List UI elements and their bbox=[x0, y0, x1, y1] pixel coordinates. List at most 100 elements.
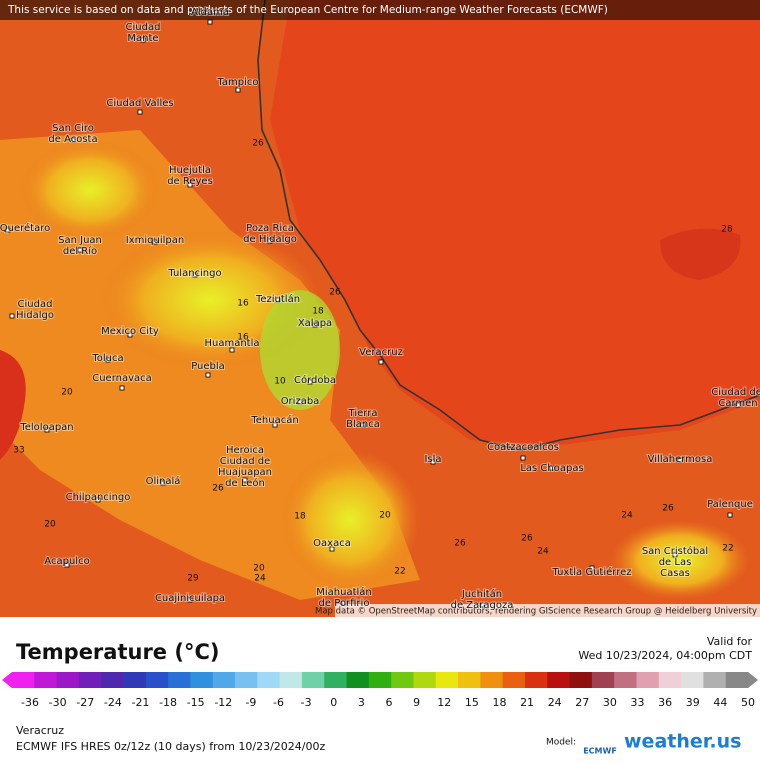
brand-logo[interactable]: weather.us bbox=[624, 731, 741, 753]
city-marker bbox=[341, 600, 347, 606]
color-step bbox=[413, 672, 437, 688]
footer: Veracruz ECMWF IFS HRES 0z/12z (10 days)… bbox=[16, 724, 741, 756]
city-label: de Las bbox=[659, 557, 692, 568]
model-logo: ECMWF bbox=[583, 747, 617, 756]
city-label: Tulancingo bbox=[167, 268, 221, 279]
contour-label: 26 bbox=[212, 484, 224, 494]
city-label: Querétaro bbox=[0, 222, 50, 234]
city-marker bbox=[9, 313, 15, 319]
city-marker bbox=[672, 552, 678, 558]
contour-label: 29 bbox=[187, 574, 199, 584]
cool-area bbox=[610, 520, 750, 600]
city-label: Veracruz bbox=[359, 347, 403, 358]
city-marker bbox=[44, 427, 50, 433]
city-label: Tuxtla Gutiérrez bbox=[551, 566, 631, 578]
city-marker bbox=[187, 597, 193, 603]
contour-label: 16 bbox=[237, 299, 249, 309]
city-label: Córdoba bbox=[294, 374, 336, 386]
color-step bbox=[235, 672, 258, 688]
city-marker bbox=[677, 457, 683, 463]
city-label: del Río bbox=[63, 245, 97, 257]
contour-label: 26 bbox=[252, 139, 264, 149]
warm-sea bbox=[660, 228, 741, 280]
city-marker bbox=[105, 357, 111, 363]
city-label: Villahermosa bbox=[648, 454, 713, 465]
city-label: Ciudad bbox=[126, 22, 161, 33]
color-step bbox=[123, 672, 147, 688]
legend-tick: 27 bbox=[575, 696, 589, 709]
model-label: Model: bbox=[546, 738, 576, 748]
city-marker bbox=[275, 297, 281, 303]
contour-label: 26 bbox=[662, 504, 674, 514]
color-step bbox=[145, 672, 169, 688]
color-step bbox=[279, 672, 303, 688]
legend-tick: 33 bbox=[631, 696, 645, 709]
city-label: Miahuatlán bbox=[316, 586, 372, 598]
city-marker bbox=[207, 19, 213, 25]
legend-tick: 6 bbox=[386, 696, 393, 709]
color-step bbox=[658, 672, 682, 688]
city-label: Teloloapan bbox=[19, 422, 73, 433]
banner: This service is based on data and produc… bbox=[7, 4, 608, 16]
city-marker bbox=[152, 239, 158, 245]
city-marker bbox=[137, 109, 143, 115]
city-marker bbox=[549, 465, 555, 471]
city-label: de Acosta bbox=[48, 134, 97, 145]
legend-tick: -36 bbox=[21, 696, 39, 709]
contour-label: 20 bbox=[61, 388, 73, 398]
color-step bbox=[703, 672, 727, 688]
contour-label: 18 bbox=[294, 512, 306, 522]
color-step bbox=[212, 672, 236, 688]
city-label: San Cristóbal bbox=[642, 545, 708, 557]
city-label: Isla bbox=[424, 454, 441, 465]
color-step bbox=[12, 672, 35, 688]
contour-label: 16 bbox=[237, 333, 249, 343]
city-label: Cuajinicuilapa bbox=[155, 593, 225, 604]
city-label: Mante bbox=[127, 33, 158, 44]
city-label: Carmen bbox=[718, 398, 757, 409]
city-label: Poza Rica bbox=[246, 223, 294, 234]
attribution-bg bbox=[335, 604, 760, 617]
contour-label: 28 bbox=[721, 225, 733, 235]
contour-label: 20 bbox=[253, 564, 265, 574]
color-step bbox=[324, 672, 348, 688]
color-step bbox=[458, 672, 481, 688]
legend-tick: -27 bbox=[76, 696, 94, 709]
city-label: Ciudad de bbox=[220, 456, 271, 467]
legend-tick: 3 bbox=[358, 696, 365, 709]
legend-tick: -21 bbox=[131, 696, 149, 709]
contour-label: 24 bbox=[537, 547, 549, 557]
city-label: Ciudad Valles bbox=[106, 98, 173, 109]
legend-title: Temperature (°C) bbox=[16, 640, 219, 664]
color-step bbox=[168, 672, 191, 688]
contour-label: 20 bbox=[44, 520, 56, 530]
city-label: de León bbox=[225, 477, 265, 489]
city-marker bbox=[272, 422, 278, 428]
color-step bbox=[569, 672, 593, 688]
city-marker bbox=[307, 379, 313, 385]
city-label: Mexico City bbox=[101, 326, 159, 337]
city-label: de Hidalgo bbox=[243, 234, 297, 245]
color-step bbox=[435, 672, 459, 688]
city-label: Oaxaca bbox=[313, 538, 351, 549]
attribution: Map data © OpenStreetMap contributors, r… bbox=[315, 607, 757, 617]
legend-tick: 9 bbox=[413, 696, 420, 709]
bar-end bbox=[748, 672, 758, 688]
contour-label: 10 bbox=[274, 377, 286, 387]
contour-label: 22 bbox=[394, 567, 405, 577]
city-label: San Ciro bbox=[52, 123, 94, 134]
city-marker bbox=[119, 385, 125, 391]
legend-tick: -18 bbox=[159, 696, 177, 709]
city-marker bbox=[727, 512, 733, 518]
contour-label: 20 bbox=[379, 511, 391, 521]
legend-tick: -6 bbox=[273, 696, 284, 709]
city-marker bbox=[205, 372, 211, 378]
legend-tick: 18 bbox=[492, 696, 506, 709]
cool-area bbox=[280, 450, 420, 590]
legend-tick: 39 bbox=[686, 696, 700, 709]
color-step bbox=[524, 672, 548, 688]
city-label: Puebla bbox=[191, 361, 225, 372]
map: This service is based on data and produc… bbox=[0, 0, 760, 617]
legend-tick: 30 bbox=[603, 696, 617, 709]
